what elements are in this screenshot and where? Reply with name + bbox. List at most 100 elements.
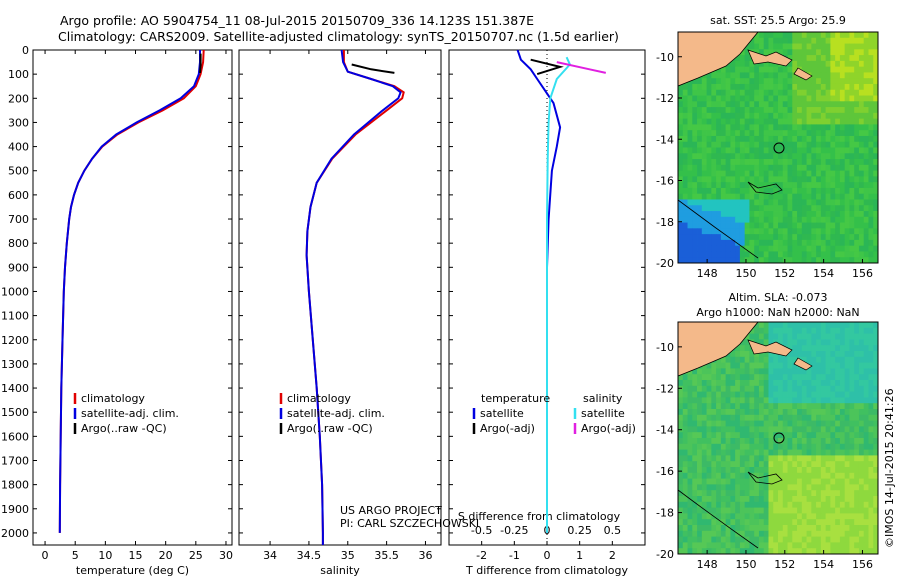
map-cell (825, 496, 831, 503)
map-cell (825, 414, 831, 421)
map-cell (716, 89, 722, 96)
map-cell (839, 251, 846, 258)
map-cell (725, 397, 731, 404)
map-cell (835, 257, 841, 264)
map-cell (678, 118, 684, 125)
map-cell (763, 239, 769, 247)
map-cell (744, 530, 750, 537)
map-cell (739, 205, 746, 212)
map-cell (792, 339, 798, 346)
map-cell (758, 95, 765, 102)
map-cell (697, 234, 703, 241)
map-cell (754, 542, 760, 549)
map-cell (739, 548, 746, 555)
map-cell (706, 484, 712, 491)
map-cell (835, 414, 841, 421)
map-cell (820, 385, 827, 392)
map-cell (811, 239, 817, 247)
map-cell (820, 130, 827, 137)
map-cell (792, 43, 798, 50)
map-cell (744, 380, 750, 387)
map-cell (858, 380, 865, 387)
map-cell (844, 327, 850, 334)
map-cell (711, 432, 717, 439)
map-x-tick-label: 148 (697, 267, 718, 280)
map-cell (706, 403, 712, 410)
map-cell (763, 432, 769, 439)
map-cell (763, 107, 769, 114)
map-cell (773, 95, 779, 102)
map-cell (849, 345, 855, 352)
map-cell (768, 239, 774, 247)
map-cell (858, 239, 865, 247)
map-cell (825, 542, 831, 549)
map-cell (739, 49, 746, 56)
map-cell (678, 420, 684, 427)
figure-title-line1: Argo profile: AO 5904754_11 08-Jul-2015 … (60, 13, 535, 28)
map-cell (820, 432, 827, 439)
map-cell (868, 187, 874, 195)
map-cell (778, 374, 784, 381)
map-cell (716, 478, 722, 485)
map-cell (806, 55, 812, 62)
map-cell (801, 83, 807, 91)
map-cell (820, 333, 827, 340)
map-cell (863, 89, 869, 96)
map-cell (720, 507, 727, 514)
map-cell (782, 193, 788, 200)
map-cell (825, 438, 831, 445)
map-cell (868, 153, 874, 160)
map-cell (701, 205, 707, 212)
map-cell (687, 403, 693, 410)
map-cell (763, 333, 769, 340)
map-cell (858, 368, 865, 375)
map-cell (706, 426, 712, 433)
map-cell (830, 89, 836, 96)
map-cell (854, 385, 860, 392)
map-cell (701, 496, 707, 503)
map-cell (835, 43, 841, 50)
map-x-tick-label: 150 (735, 558, 756, 571)
map-cell (868, 409, 874, 416)
map-cell (763, 182, 769, 189)
map-cell (716, 438, 722, 445)
map-cell (716, 147, 722, 154)
map-cell (811, 432, 817, 439)
map-cell (706, 176, 712, 183)
map-cell (754, 187, 760, 195)
map-cell (782, 507, 788, 514)
map-cell (768, 211, 774, 218)
map-cell (835, 37, 841, 44)
map-cell (682, 89, 688, 96)
map-cell (801, 187, 807, 195)
map-cell (787, 414, 793, 421)
map-cell (858, 443, 865, 450)
map-cell (754, 414, 760, 421)
map-cell (778, 368, 784, 375)
map-cell (725, 141, 731, 148)
map-cell (749, 530, 755, 537)
map-cell (825, 66, 831, 73)
map-cell (811, 374, 817, 381)
map-cell (682, 461, 688, 468)
map-cell (811, 234, 817, 241)
map-cell (806, 239, 812, 247)
map-cell (806, 490, 812, 497)
map-cell (873, 374, 879, 381)
map-cell (792, 234, 798, 241)
map-cell (854, 32, 860, 39)
map-cell (697, 159, 703, 166)
map-cell (806, 245, 812, 252)
map-cell (825, 490, 831, 497)
map-cell (863, 112, 869, 120)
map-cell (782, 525, 788, 532)
map-cell (735, 449, 741, 456)
map-cell (730, 519, 736, 526)
map-cell (792, 37, 798, 44)
map-cell (778, 32, 784, 39)
map-cell (701, 362, 707, 369)
map-cell (782, 339, 788, 346)
map-cell (858, 118, 865, 125)
map-cell (825, 239, 831, 247)
map-cell (849, 211, 855, 218)
